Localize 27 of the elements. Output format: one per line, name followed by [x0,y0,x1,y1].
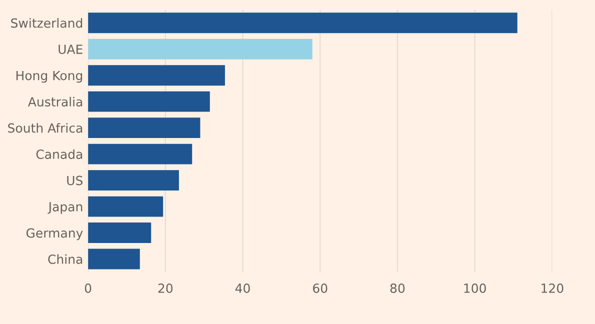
x-tick-label: 100 [464,283,486,293]
y-tick-label: China [48,254,82,264]
bar [88,38,312,60]
y-tick-label: Germany [26,228,83,240]
x-tick-label: 80 [390,283,405,293]
y-tick-label: US [67,176,82,186]
bar [88,12,518,34]
bar [88,222,152,244]
y-tick-label: Switzerland [11,18,82,28]
bar [88,248,140,270]
y-tick-label: UAE [58,44,82,54]
bar [88,118,200,138]
bar [88,65,225,86]
x-tick-label: 40 [235,283,250,293]
y-tick-label: Japan [48,202,82,214]
x-tick-label: 120 [542,283,564,293]
y-tick-label: Canada [36,149,82,159]
y-tick-label: South Africa [8,123,82,133]
bar [88,144,192,164]
y-tick-label: Hong Kong [16,70,82,83]
bar [88,196,164,217]
y-tick-label: Australia [28,96,82,106]
x-tick-label: 0 [84,283,92,293]
bar [88,170,179,191]
bar [88,91,210,112]
x-tick-label: 60 [313,283,328,293]
x-tick-label: 20 [158,283,173,293]
